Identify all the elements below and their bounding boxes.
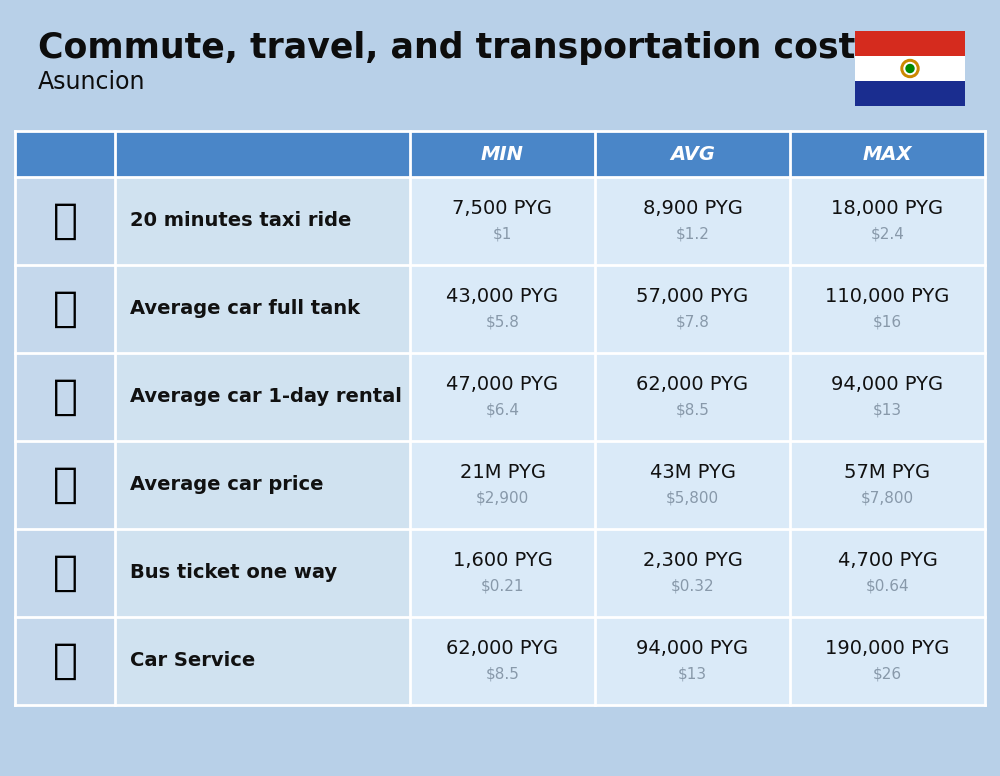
- Circle shape: [906, 64, 914, 72]
- Text: $6.4: $6.4: [486, 403, 520, 417]
- Bar: [595, 617, 790, 705]
- Text: $2.4: $2.4: [871, 227, 904, 241]
- Text: 🚗: 🚗: [52, 464, 78, 506]
- Bar: [410, 131, 595, 177]
- Text: 62,000 PYG: 62,000 PYG: [636, 376, 749, 394]
- Bar: [410, 441, 595, 529]
- Bar: [790, 441, 985, 529]
- Bar: [410, 177, 595, 265]
- Bar: [790, 617, 985, 705]
- Text: $13: $13: [873, 403, 902, 417]
- Text: MIN: MIN: [481, 144, 524, 164]
- Text: Average car full tank: Average car full tank: [130, 300, 360, 318]
- Text: $0.32: $0.32: [671, 578, 714, 594]
- Text: Average car price: Average car price: [130, 476, 324, 494]
- Text: 94,000 PYG: 94,000 PYG: [831, 376, 944, 394]
- Text: $0.64: $0.64: [866, 578, 909, 594]
- Text: $1: $1: [493, 227, 512, 241]
- Text: MAX: MAX: [863, 144, 912, 164]
- Text: 57M PYG: 57M PYG: [844, 463, 931, 483]
- Bar: [595, 353, 790, 441]
- Bar: [410, 353, 595, 441]
- Bar: [15, 617, 115, 705]
- Text: $2,900: $2,900: [476, 490, 529, 505]
- Bar: [790, 265, 985, 353]
- Text: 94,000 PYG: 94,000 PYG: [636, 639, 749, 659]
- Bar: [410, 265, 595, 353]
- Bar: [790, 529, 985, 617]
- Bar: [115, 353, 410, 441]
- Bar: [15, 353, 115, 441]
- Bar: [595, 265, 790, 353]
- Text: 62,000 PYG: 62,000 PYG: [446, 639, 559, 659]
- Bar: [410, 529, 595, 617]
- Text: 18,000 PYG: 18,000 PYG: [831, 199, 944, 219]
- Text: 🚙: 🚙: [52, 376, 78, 418]
- Text: 20 minutes taxi ride: 20 minutes taxi ride: [130, 212, 351, 230]
- Bar: [115, 177, 410, 265]
- Text: $5.8: $5.8: [486, 314, 519, 330]
- Bar: [115, 265, 410, 353]
- Text: 🔧: 🔧: [52, 640, 78, 682]
- Text: 110,000 PYG: 110,000 PYG: [825, 287, 950, 307]
- Text: $8.5: $8.5: [676, 403, 709, 417]
- Text: 1,600 PYG: 1,600 PYG: [453, 552, 552, 570]
- Bar: [595, 441, 790, 529]
- Text: $13: $13: [678, 667, 707, 681]
- Text: 43,000 PYG: 43,000 PYG: [446, 287, 559, 307]
- Text: Asuncion: Asuncion: [38, 70, 146, 94]
- Text: $16: $16: [873, 314, 902, 330]
- Text: $1.2: $1.2: [676, 227, 709, 241]
- Bar: [15, 131, 115, 177]
- Text: $0.21: $0.21: [481, 578, 524, 594]
- Bar: [115, 441, 410, 529]
- Text: 7,500 PYG: 7,500 PYG: [452, 199, 552, 219]
- Bar: [855, 81, 965, 106]
- Text: $7,800: $7,800: [861, 490, 914, 505]
- Circle shape: [901, 60, 919, 78]
- Text: 21M PYG: 21M PYG: [460, 463, 546, 483]
- Bar: [15, 177, 115, 265]
- Text: ⛽: ⛽: [52, 288, 78, 330]
- Text: 2,300 PYG: 2,300 PYG: [643, 552, 742, 570]
- Bar: [855, 56, 965, 81]
- Text: 57,000 PYG: 57,000 PYG: [636, 287, 749, 307]
- Text: 190,000 PYG: 190,000 PYG: [825, 639, 950, 659]
- Bar: [595, 177, 790, 265]
- Bar: [115, 529, 410, 617]
- Bar: [595, 529, 790, 617]
- Bar: [115, 617, 410, 705]
- Text: Bus ticket one way: Bus ticket one way: [130, 563, 337, 583]
- Text: 4,700 PYG: 4,700 PYG: [838, 552, 937, 570]
- Text: 🚕: 🚕: [52, 200, 78, 242]
- Bar: [15, 265, 115, 353]
- Bar: [790, 353, 985, 441]
- Bar: [15, 441, 115, 529]
- Bar: [855, 31, 965, 56]
- Bar: [790, 131, 985, 177]
- Text: 🚌: 🚌: [52, 552, 78, 594]
- Circle shape: [904, 63, 916, 74]
- Text: Car Service: Car Service: [130, 652, 255, 670]
- Bar: [790, 177, 985, 265]
- Bar: [410, 617, 595, 705]
- Text: AVG: AVG: [670, 144, 715, 164]
- Text: Average car 1-day rental: Average car 1-day rental: [130, 387, 402, 407]
- Text: $7.8: $7.8: [676, 314, 709, 330]
- Bar: [115, 131, 410, 177]
- Text: 8,900 PYG: 8,900 PYG: [643, 199, 742, 219]
- Text: Commute, travel, and transportation costs: Commute, travel, and transportation cost…: [38, 31, 876, 65]
- Text: $8.5: $8.5: [486, 667, 519, 681]
- Text: $26: $26: [873, 667, 902, 681]
- Text: $5,800: $5,800: [666, 490, 719, 505]
- Text: 43M PYG: 43M PYG: [650, 463, 736, 483]
- Text: 47,000 PYG: 47,000 PYG: [446, 376, 559, 394]
- Bar: [15, 529, 115, 617]
- Bar: [595, 131, 790, 177]
